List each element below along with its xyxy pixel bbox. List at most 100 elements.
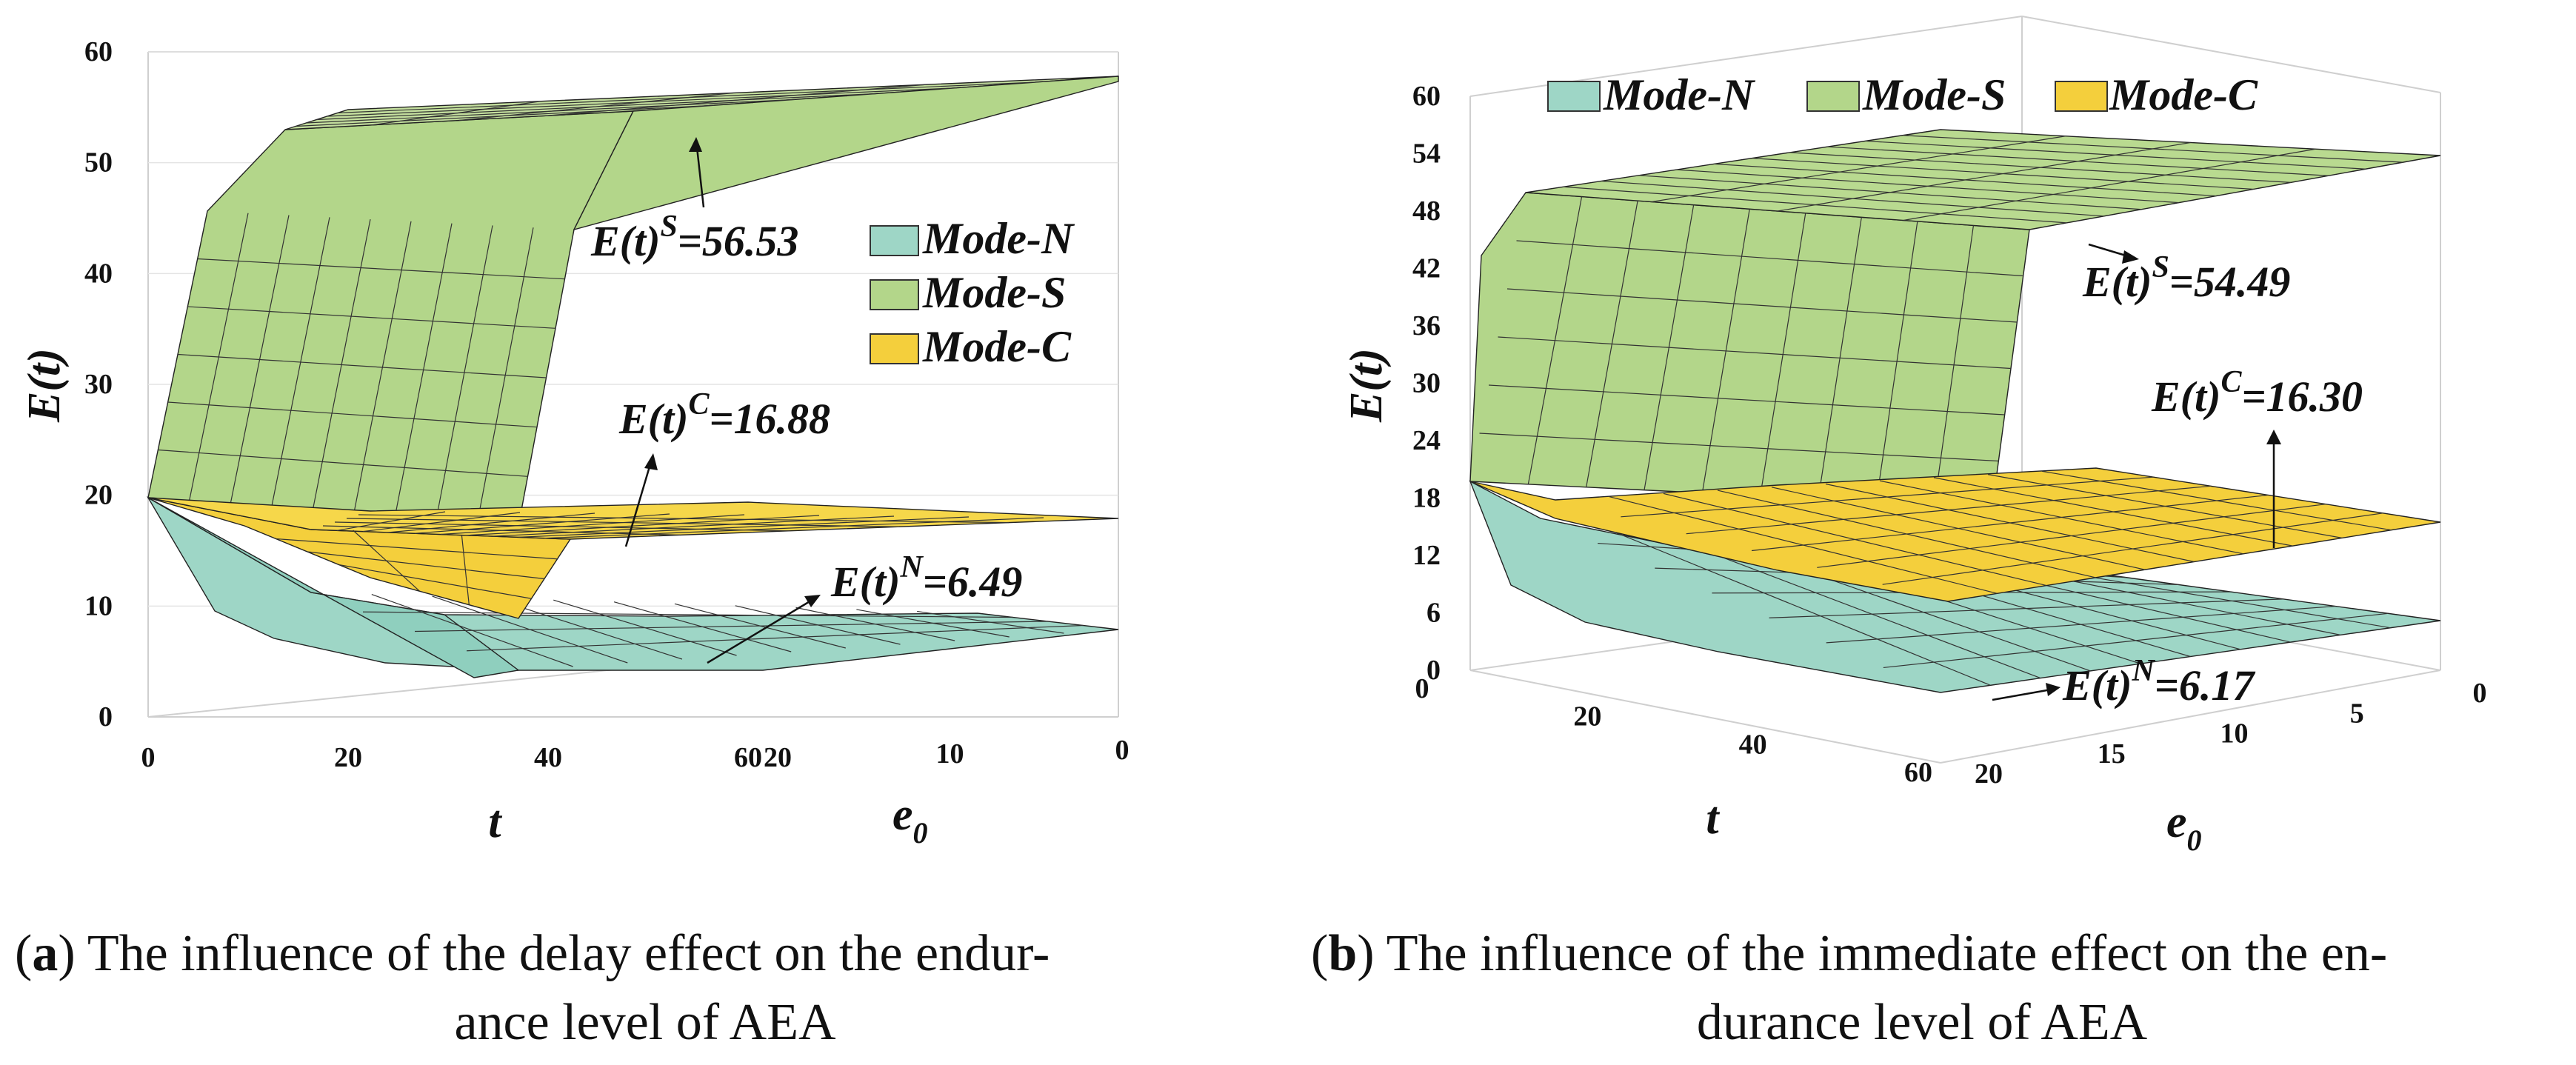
panel-b-mode-c-surface (1469, 467, 2441, 602)
panel-a-annotation-mode-c: E(t)C=16.88 (618, 387, 830, 443)
panel-a-mode-c-mesh-v (322, 525, 681, 535)
panel-a-caption-line-2: ance level of AEA (454, 994, 836, 1051)
panel-b-z-tick-label: 18 (1412, 483, 1441, 514)
panel-b-mode-c-mesh (1609, 470, 2392, 594)
panel-a-t-tick-label: 20 (334, 742, 362, 773)
panel-b-t-ticks: 0 20 40 60 (1415, 673, 1933, 788)
panel-a-mode-c-slope-mesh-v (353, 530, 421, 592)
panel-a-z-tick-label: 30 (84, 369, 113, 400)
panel-b-mode-c-mesh-v (1817, 504, 2326, 568)
panel-a-annotation-mode-n: E(t)N=6.49 (830, 550, 1022, 606)
panel-b-z-tick-label: 24 (1412, 425, 1441, 456)
panel-b-mode-s-wall (1469, 192, 2030, 508)
panel-a-arrowhead-mode-s (689, 137, 702, 152)
panel-a-mode-s-wall-mesh-v (158, 449, 528, 477)
panel-a-mode-c-mesh-v (334, 521, 790, 532)
panel-a-mode-s-wall-mesh-v (197, 258, 565, 280)
panel-a-legend-label-mode-c: Mode-C (922, 322, 1072, 371)
panel-b-mode-s-mesh (1479, 135, 2403, 505)
panel-b-mode-s-top-mesh-v (1777, 141, 2191, 212)
panel-b-mode-c-plane (1469, 467, 2441, 602)
panel-a-mode-s-top-mesh-v (337, 81, 1038, 114)
panel-a-mode-c-mesh (276, 511, 1044, 605)
panel-a-mode-c-slope-mesh-v (461, 534, 470, 605)
panel-a-t-axis-label: t (488, 797, 502, 847)
panel-b-t-tick-label: 20 (1573, 701, 1601, 732)
panel-b-annotation-mode-s: E(t)S=54.49 (2082, 250, 2290, 306)
panel-b-z-tick-label: 48 (1412, 196, 1441, 227)
panel-b-caption-line-2: durance level of AEA (1697, 994, 2148, 1051)
panel-a-mode-c-mesh-u (492, 515, 895, 537)
panel-a-mode-c-mesh-u (362, 512, 521, 532)
panel-b-arrowhead-mode-s (2122, 250, 2139, 264)
panel-b-mode-s-top-mesh-v (1651, 136, 2066, 203)
panel-b-legend-label-mode-s: Mode-S (1862, 70, 2006, 119)
panel-b-mode-s-wall-mesh-v (1506, 288, 2018, 323)
panel-b-mode-n-mesh-v (1826, 605, 2336, 644)
panel-a-mode-c-mesh-u (388, 513, 595, 533)
panel-a-e0-tick-label: 10 (936, 738, 964, 769)
panel-b-annotations: E(t)S=54.49 E(t)C=16.30 E(t)N=6.17 (1992, 243, 2363, 710)
panel-a-e0-tick-label: 0 (1115, 735, 1129, 766)
panel-a-z-ticks: 0 10 20 30 40 50 60 (84, 36, 113, 732)
panel-a-mode-s-top-mesh-v (327, 87, 957, 117)
panel-b-annotation-mode-c: E(t)C=16.30 (2151, 365, 2363, 421)
panel-a-mode-n-mesh (362, 593, 1084, 667)
panel-a-mode-s-wall-mesh-v (167, 401, 538, 428)
panel-a-mode-s-top-mesh-v (296, 104, 715, 127)
panel-a-z-tick-label: 50 (84, 147, 113, 178)
panel-a-z-tick-label: 10 (84, 590, 113, 621)
panel-a-mode-c-mesh-u (414, 513, 670, 534)
panel-a-mode-s-top-mesh-v (306, 99, 795, 124)
panel-b-mode-n-mesh-v (1883, 612, 2389, 669)
panel-b-z-tick-label: 42 (1412, 253, 1441, 284)
panel-b-mode-c-mesh-v (1882, 513, 2383, 585)
panel-b-legend-label-mode-c: Mode-C (2109, 70, 2258, 119)
panel-a-mode-c-mesh-v (346, 518, 900, 527)
panel-b-z-tick-label: 0 (1427, 655, 1441, 686)
panel-b-e0-tick-label: 20 (1975, 758, 2003, 789)
panel-b-caption-line-1: (b) The influence of the immediate effec… (1311, 925, 2387, 982)
panel-b-arrow-mode-n (1992, 687, 2056, 701)
panel-b-mode-s-wall-mesh-v (1479, 433, 1999, 462)
panel-a-e0-sub: 0 (913, 816, 928, 849)
panel-b-legend-swatch-mode-c (2055, 81, 2108, 112)
panel-b-mode-s-wall-mesh-v (1516, 240, 2023, 277)
panel-b-z-axis-label: E(t) (1341, 348, 1392, 423)
panel-b-chart: 0 6 12 18 24 30 36 42 48 54 60 0 20 40 60 20 15 10 5 0 E(… (1311, 16, 2487, 1051)
panel-b-legend-swatch-mode-n (1547, 81, 1601, 112)
panel-a-mode-c-slope-mesh-u (307, 551, 545, 580)
panel-a-legend-label-mode-n: Mode-N (922, 214, 1075, 263)
panel-a-z-tick-label: 20 (84, 480, 113, 511)
panel-a-z-tick-label: 40 (84, 258, 113, 289)
panel-b-t-tick-label: 60 (1904, 757, 1932, 788)
panel-a-mode-c-mesh-u (466, 515, 820, 536)
panel-b-mode-s-top-mesh-v (1903, 148, 2316, 221)
panel-a-legend-swatch-mode-c (870, 333, 919, 364)
panel-b-e0-ticks: 20 15 10 5 0 (1975, 678, 2487, 789)
panel-a-t-tick-label: 40 (534, 742, 562, 773)
panel-a-z-tick-label: 0 (99, 701, 113, 732)
panel-a-mode-s-mesh (158, 81, 1038, 523)
panel-a-e0-ticks: 20 10 0 (764, 735, 1129, 773)
panel-a-e0-tick-label: 20 (764, 742, 792, 773)
panel-a-mode-n-mesh-v (362, 611, 1013, 618)
panel-b-legend-label-mode-n: Mode-N (1603, 70, 1756, 119)
panel-b-z-tick-label: 12 (1412, 540, 1441, 571)
panel-b-legend: Mode-N Mode-S Mode-C (1547, 70, 2258, 119)
panel-b-z-ticks: 0 6 12 18 24 30 36 42 48 54 60 (1412, 81, 1441, 686)
panel-b-e0-tick-label: 10 (2220, 718, 2249, 749)
panel-b-e0-axis-label: e0 (2166, 797, 2202, 857)
panel-a-mode-c-slope-mesh-u (276, 538, 558, 560)
panel-a-legend-label-mode-s: Mode-S (922, 268, 1066, 317)
panel-a-annotations: E(t)S=56.53 E(t)C=16.88 E(t)N=6.49 (590, 137, 1022, 664)
panel-a-z-axis-label: E(t) (19, 348, 70, 423)
panel-a-mode-c-mesh-u (544, 517, 1044, 539)
panel-b-e0-tick-label: 5 (2350, 698, 2364, 729)
panel-b-z-tick-label: 6 (1427, 598, 1441, 629)
panel-b-e0-tick-label: 15 (2098, 738, 2126, 769)
panel-a-legend-swatch-mode-s (870, 279, 919, 310)
panel-b-mode-c-mesh-v (1686, 485, 2212, 535)
